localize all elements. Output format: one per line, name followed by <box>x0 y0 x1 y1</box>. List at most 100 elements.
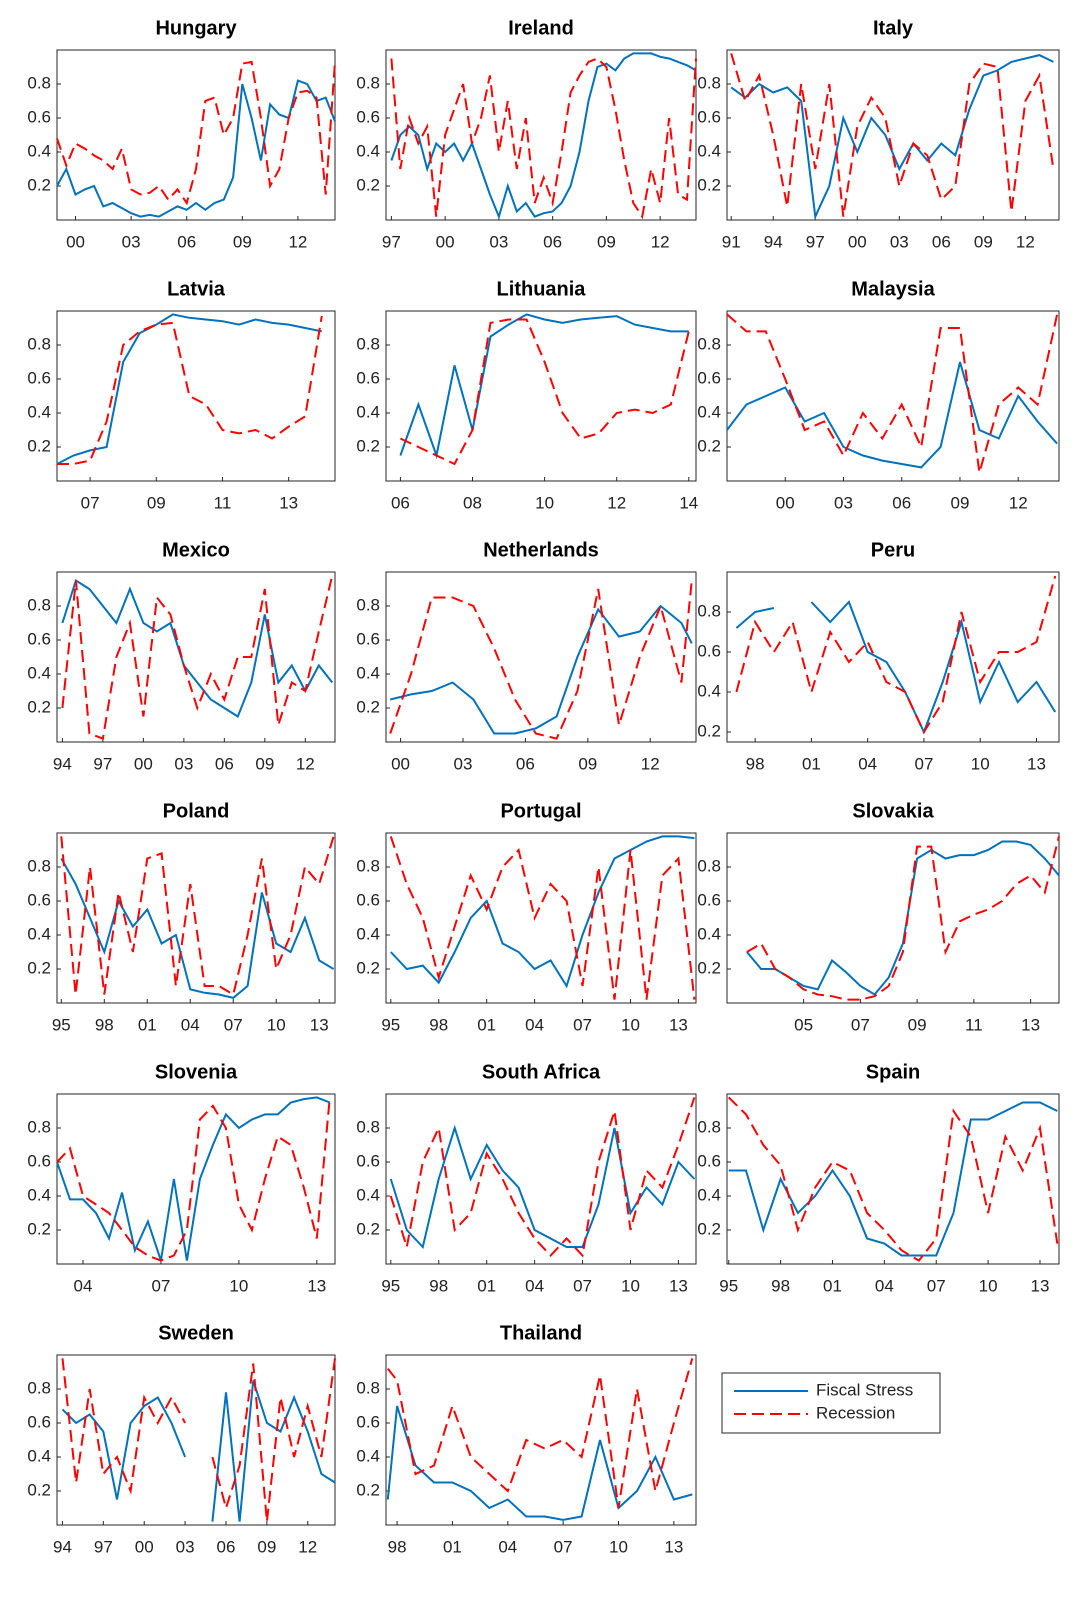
x-tick-label: 12 <box>641 754 660 773</box>
y-tick-label: 0.8 <box>356 334 380 353</box>
chart-title: Sweden <box>158 1322 234 1344</box>
series-line <box>735 600 1057 735</box>
y-tick-label: 0.8 <box>27 595 51 614</box>
series-line <box>56 1097 331 1262</box>
x-tick-label: 07 <box>573 1015 592 1034</box>
x-tick-label: 13 <box>669 1276 688 1295</box>
series-line <box>56 60 336 206</box>
series-line <box>727 1096 1059 1262</box>
x-tick-label: 12 <box>607 493 626 512</box>
x-tick-label: 04 <box>525 1015 544 1034</box>
series-line <box>389 580 693 740</box>
y-tick-label: 0.4 <box>27 141 51 160</box>
x-tick-label: 14 <box>679 493 698 512</box>
x-tick-label: 09 <box>951 493 970 512</box>
x-tick-label: 95 <box>381 1015 400 1034</box>
chart-title: Portugal <box>500 800 581 822</box>
chart-title: Mexico <box>162 539 230 561</box>
chart-title: Lithuania <box>497 278 587 300</box>
series-line <box>386 1405 693 1521</box>
chart-title: Hungary <box>155 17 237 39</box>
y-tick-label: 0.8 <box>697 1117 721 1136</box>
x-tick-label: 06 <box>892 493 911 512</box>
y-tick-label: 0.4 <box>356 924 380 943</box>
y-tick-label: 0.6 <box>697 107 721 126</box>
y-tick-label: 0.2 <box>356 175 380 194</box>
y-tick-label: 0.6 <box>27 1412 51 1431</box>
x-tick-label: 06 <box>543 232 562 251</box>
x-tick-label: 06 <box>217 1537 236 1556</box>
x-tick-label: 98 <box>429 1015 448 1034</box>
x-tick-label: 12 <box>1016 232 1035 251</box>
y-tick-label: 0.2 <box>356 436 380 455</box>
x-tick-label: 06 <box>215 754 234 773</box>
x-tick-label: 01 <box>477 1276 496 1295</box>
chart-title: Spain <box>866 1061 920 1083</box>
x-tick-label: 98 <box>429 1276 448 1295</box>
x-tick-label: 00 <box>134 754 153 773</box>
series-line <box>726 361 1058 469</box>
chart-title: Netherlands <box>483 539 599 561</box>
series-line <box>728 1101 1058 1257</box>
series-line <box>390 57 697 220</box>
x-tick-label: 09 <box>597 232 616 251</box>
plot-area <box>726 1093 1060 1265</box>
series-line <box>61 1358 336 1522</box>
x-tick-label: 08 <box>463 493 482 512</box>
plot-area <box>56 49 336 221</box>
x-tick-label: 04 <box>525 1276 544 1295</box>
plot-area <box>385 571 697 743</box>
x-tick-label: 97 <box>94 1537 113 1556</box>
y-tick-label: 0.8 <box>27 73 51 92</box>
y-tick-label: 0.4 <box>356 663 380 682</box>
x-tick-label: 12 <box>296 754 315 773</box>
y-tick-label: 0.8 <box>27 1378 51 1397</box>
chart-title: South Africa <box>482 1061 601 1083</box>
plot-area <box>385 49 697 221</box>
y-tick-label: 0.8 <box>27 1117 51 1136</box>
x-tick-label: 13 <box>664 1537 683 1556</box>
series-line <box>61 1380 336 1522</box>
series-line <box>61 575 334 740</box>
x-tick-label: 94 <box>764 232 783 251</box>
y-tick-label: 0.2 <box>697 436 721 455</box>
series-line <box>726 313 1059 473</box>
y-tick-label: 0.2 <box>27 958 51 977</box>
x-tick-label: 07 <box>573 1276 592 1295</box>
y-tick-label: 0.6 <box>697 641 721 660</box>
x-tick-label: 09 <box>255 754 274 773</box>
x-tick-label: 04 <box>498 1537 517 1556</box>
series-line <box>390 52 697 220</box>
y-tick-label: 0.6 <box>356 1412 380 1431</box>
legend-label: Recession <box>816 1403 895 1422</box>
series-line <box>61 578 334 718</box>
series-line <box>390 835 695 989</box>
x-tick-label: 06 <box>177 232 196 251</box>
x-tick-label: 03 <box>454 754 473 773</box>
y-tick-label: 0.2 <box>356 1480 380 1499</box>
y-tick-label: 0.6 <box>356 107 380 126</box>
x-tick-label: 03 <box>176 1537 195 1556</box>
y-tick-label: 0.8 <box>356 1378 380 1397</box>
x-tick-label: 13 <box>307 1276 326 1295</box>
x-tick-label: 10 <box>621 1276 640 1295</box>
y-tick-label: 0.4 <box>697 681 721 700</box>
y-tick-label: 0.2 <box>27 1480 51 1499</box>
x-tick-label: 03 <box>834 493 853 512</box>
x-tick-label: 13 <box>279 493 298 512</box>
x-tick-label: 13 <box>310 1015 329 1034</box>
x-tick-label: 13 <box>1027 754 1046 773</box>
series-line <box>387 1358 694 1509</box>
x-tick-label: 91 <box>722 232 741 251</box>
x-tick-label: 09 <box>908 1015 927 1034</box>
y-tick-label: 0.4 <box>356 1446 380 1465</box>
chart-title: Peru <box>871 539 915 561</box>
x-tick-label: 12 <box>651 232 670 251</box>
legend-label: Fiscal Stress <box>816 1380 913 1399</box>
x-tick-label: 11 <box>214 493 232 512</box>
series-line <box>399 318 690 466</box>
x-tick-label: 07 <box>554 1537 573 1556</box>
x-tick-label: 04 <box>875 1276 894 1295</box>
x-tick-label: 03 <box>174 754 193 773</box>
x-tick-label: 09 <box>233 232 252 251</box>
